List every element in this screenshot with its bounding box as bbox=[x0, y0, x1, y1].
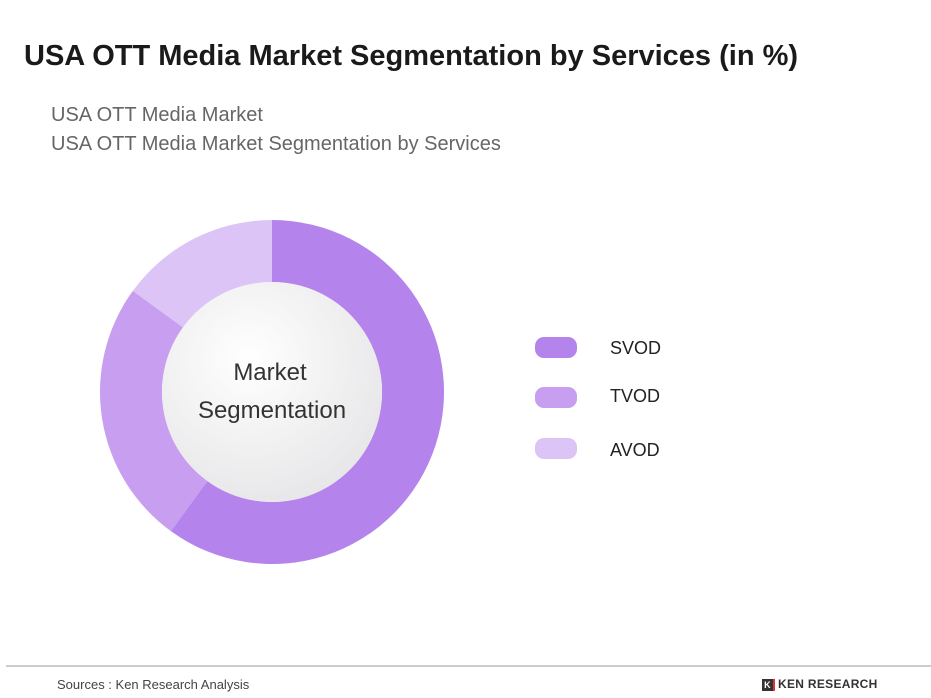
footer-divider bbox=[6, 665, 931, 667]
donut-chart: Market Segmentation bbox=[99, 220, 444, 564]
center-label-line2: Segmentation bbox=[198, 397, 346, 424]
legend-label-avod: AVOD bbox=[610, 440, 660, 460]
legend-swatch-svod bbox=[535, 337, 577, 358]
subtitle-segmentation: USA OTT Media Market Segmentation by Ser… bbox=[51, 133, 501, 155]
logo-icon: K bbox=[762, 679, 775, 691]
chart-title: USA OTT Media Market Segmentation by Ser… bbox=[24, 40, 799, 72]
legend-label-svod: SVOD bbox=[610, 338, 662, 358]
legend-swatch-avod bbox=[535, 438, 577, 459]
legend-label-tvod: TVOD bbox=[610, 386, 661, 406]
ken-research-logo: K KEN RESEARCH bbox=[762, 677, 878, 691]
center-label-line1: Market bbox=[233, 359, 307, 386]
subtitle-market: USA OTT Media Market bbox=[51, 104, 263, 126]
slice-svod bbox=[170, 220, 444, 564]
source-note: Sources : Ken Research Analysis bbox=[57, 677, 250, 692]
slice-avod bbox=[132, 220, 272, 328]
slice-tvod bbox=[99, 290, 208, 532]
legend-swatch-tvod bbox=[535, 387, 577, 408]
donut-center bbox=[162, 282, 382, 502]
logo-text: KEN RESEARCH bbox=[778, 677, 878, 691]
